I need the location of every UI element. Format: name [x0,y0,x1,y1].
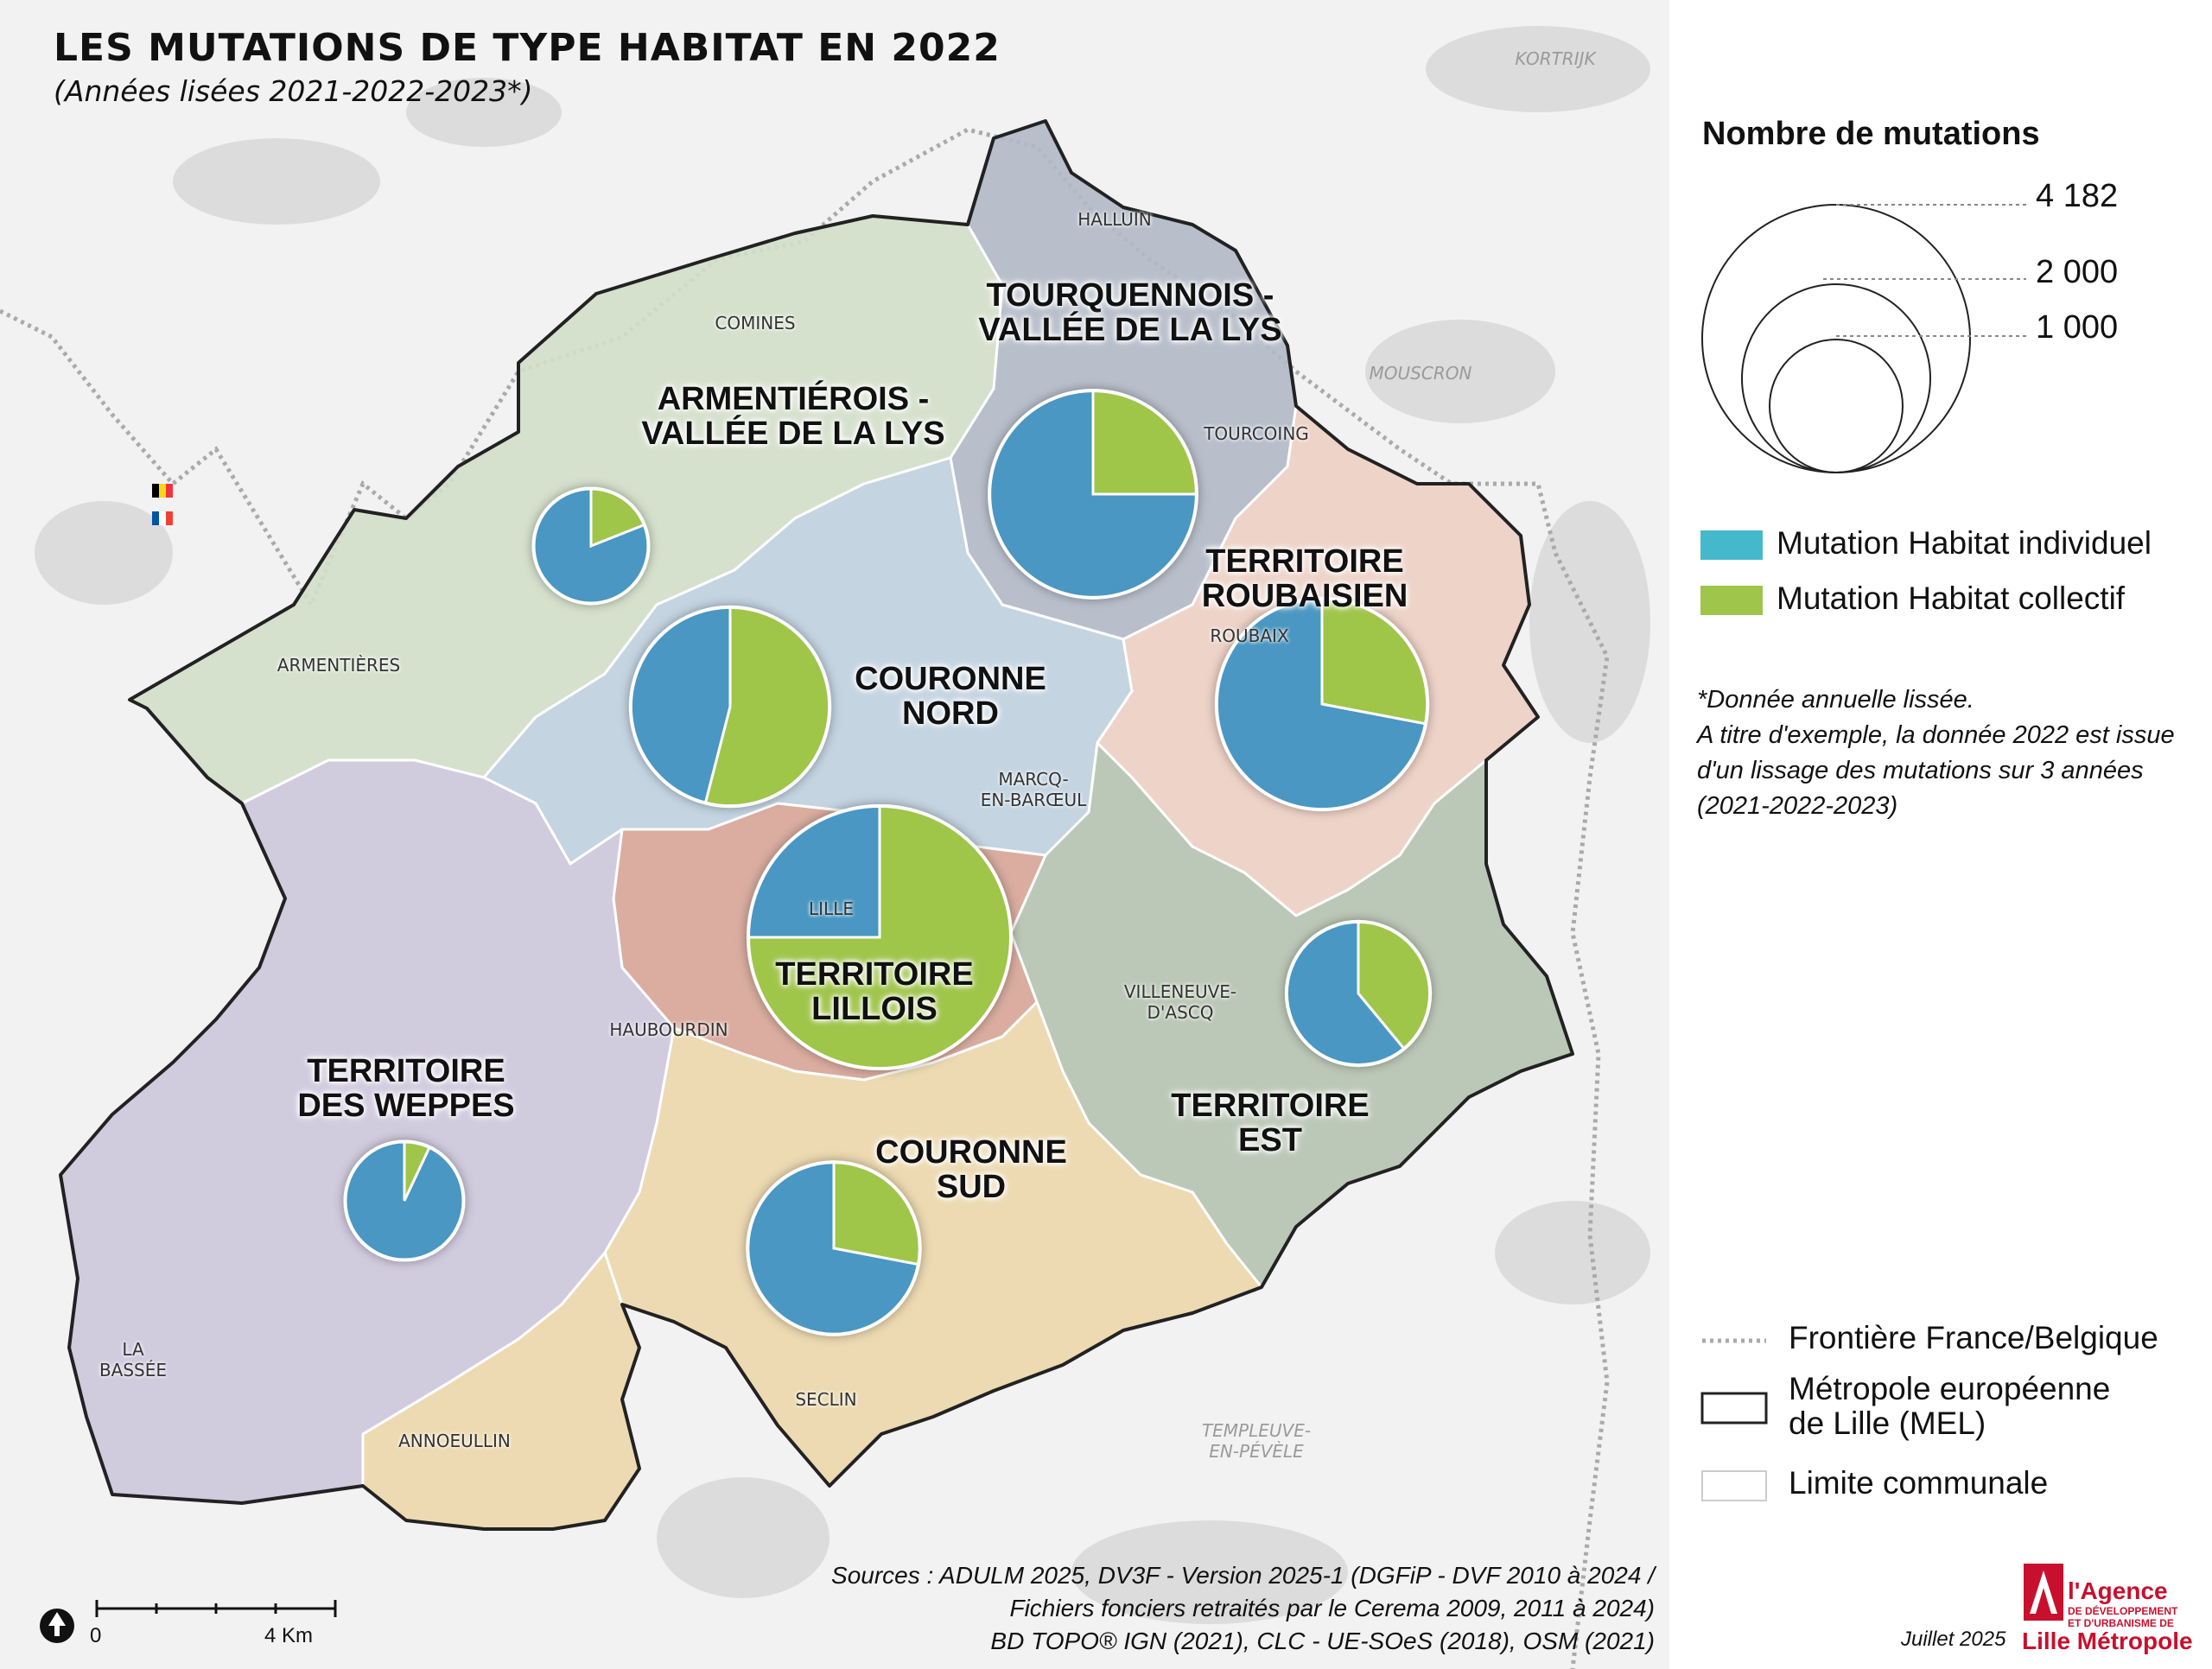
date-label: Juillet 2025 [1901,1628,2006,1651]
city-armentieres: ARMENTIÈRES [276,655,401,676]
agence-logo-icon [2024,1564,2063,1621]
legend-circle-1000 [1769,339,1904,473]
place-templeuve: TEMPLEUVE- EN-PÉVÈLE [1201,1420,1312,1462]
map-title: LES MUTATIONS DE TYPE HABITAT EN 2022 [54,26,1001,70]
label-armentierois: ARMENTIÉROIS - VALLÉE DE LA LYS [641,381,945,452]
pie-outline [746,1160,922,1336]
scale-start: 0 [90,1624,102,1647]
label-couronne-sud: COURONNE SUD [875,1134,1067,1205]
city-tourcoing: TOURCOING [1204,423,1309,444]
label-couronne-nord: COURONNE NORD [855,661,1046,732]
individuel-label: Mutation Habitat individuel [1777,525,2152,561]
note-text: *Donnée annuelle lissée. A titre d'exemp… [1697,686,2175,820]
logo-line2: DE DÉVELOPPEMENT ET D'URBANISME DE [2068,1605,2178,1629]
place-kortrijk: KORTRIJK [1515,48,1596,69]
map-subtitle: (Années lisées 2021-2022-2023*) [54,74,533,108]
city-villeneuve: VILLENEUVE- D'ASCQ [1123,981,1237,1023]
north-arrow-icon [40,1609,74,1643]
city-annoeullin: ANNOEULLIN [398,1431,511,1451]
logo-line3: Lille Métropole [2022,1628,2193,1654]
legend-mel-label: Métropole européenne de Lille (MEL) [1789,1371,2111,1441]
city-seclin: SECLIN [795,1389,857,1410]
label-est: TERRITOIRE EST [1171,1088,1370,1158]
urban-areas [35,26,1650,1624]
size-legend-leaders [1823,204,2026,337]
pie-tourquennois [988,389,1198,600]
pie-outline [1284,919,1433,1068]
city-haubourdin: HAUBOURDIN [609,1019,728,1040]
pie-est [1284,919,1433,1068]
city-roubaix: ROUBAIX [1210,625,1289,646]
pie-outline [531,486,651,606]
city-lille: LILLE [809,898,854,919]
pie-outline [988,389,1198,600]
pie-roubaisien [1214,596,1430,812]
place-mouscron: MOUSCRON [1369,363,1472,384]
city-comines: COMINES [715,313,796,333]
pie-charts [343,389,1433,1336]
scale-end: 4 Km [264,1624,314,1647]
pie-lillois [747,804,1013,1070]
label-weppes: TERRITOIRE DES WEPPES [297,1053,515,1124]
pie-outline [747,804,1013,1070]
pie-outline [1214,596,1430,812]
city-halluin: HALLUIN [1077,209,1152,230]
legend-size-2000: 2 000 [2036,254,2119,290]
pie-outline [343,1139,466,1262]
france-flag-icon [152,511,173,525]
label-tourquennois: TOURQUENNOIS - VALLÉE DE LA LYS [978,277,1282,348]
individuel-swatch [1700,530,1763,561]
legend-size-title: Nombre de mutations [1702,116,2040,152]
label-lillois: TERRITOIRE LILLOIS [775,956,974,1027]
size-legend-circles [1701,204,1971,473]
legend-size-4182: 4 182 [2036,178,2119,214]
legend-border-label: Frontière France/Belgique [1789,1320,2158,1355]
mel-legend-swatch [1700,1392,1768,1425]
pie-couronne-nord [628,605,832,809]
legend-size-1000: 1 000 [2036,309,2119,346]
legend-circle-2000 [1741,283,1931,473]
legend-individuel: Mutation Habitat individuel [1700,525,2152,562]
legend-commune-label: Limite communale [1789,1465,2049,1501]
pie-armentierois [531,486,651,606]
mel-outline [59,119,1574,1531]
logo-line1: l'Agence [2068,1577,2168,1604]
scale-bar [95,1600,337,1617]
belgium-flag-icon [152,484,173,498]
pie-weppes [343,1139,466,1262]
city-la-bassee: LA BASSÉE [99,1339,168,1380]
collectif-swatch [1700,586,1763,616]
collectif-label: Mutation Habitat collectif [1777,581,2126,616]
pie-couronne-sud [746,1160,922,1336]
sources-text: Sources : ADULM 2025, DV3F - Version 202… [831,1562,1655,1654]
commune-legend-swatch [1701,1470,1767,1501]
label-roubaisien: TERRITOIRE ROUBAISIEN [1201,543,1408,614]
city-marcq: MARCQ- EN-BARŒUL [980,769,1087,810]
legend-collectif: Mutation Habitat collectif [1700,581,2125,617]
pie-outline [628,605,832,809]
